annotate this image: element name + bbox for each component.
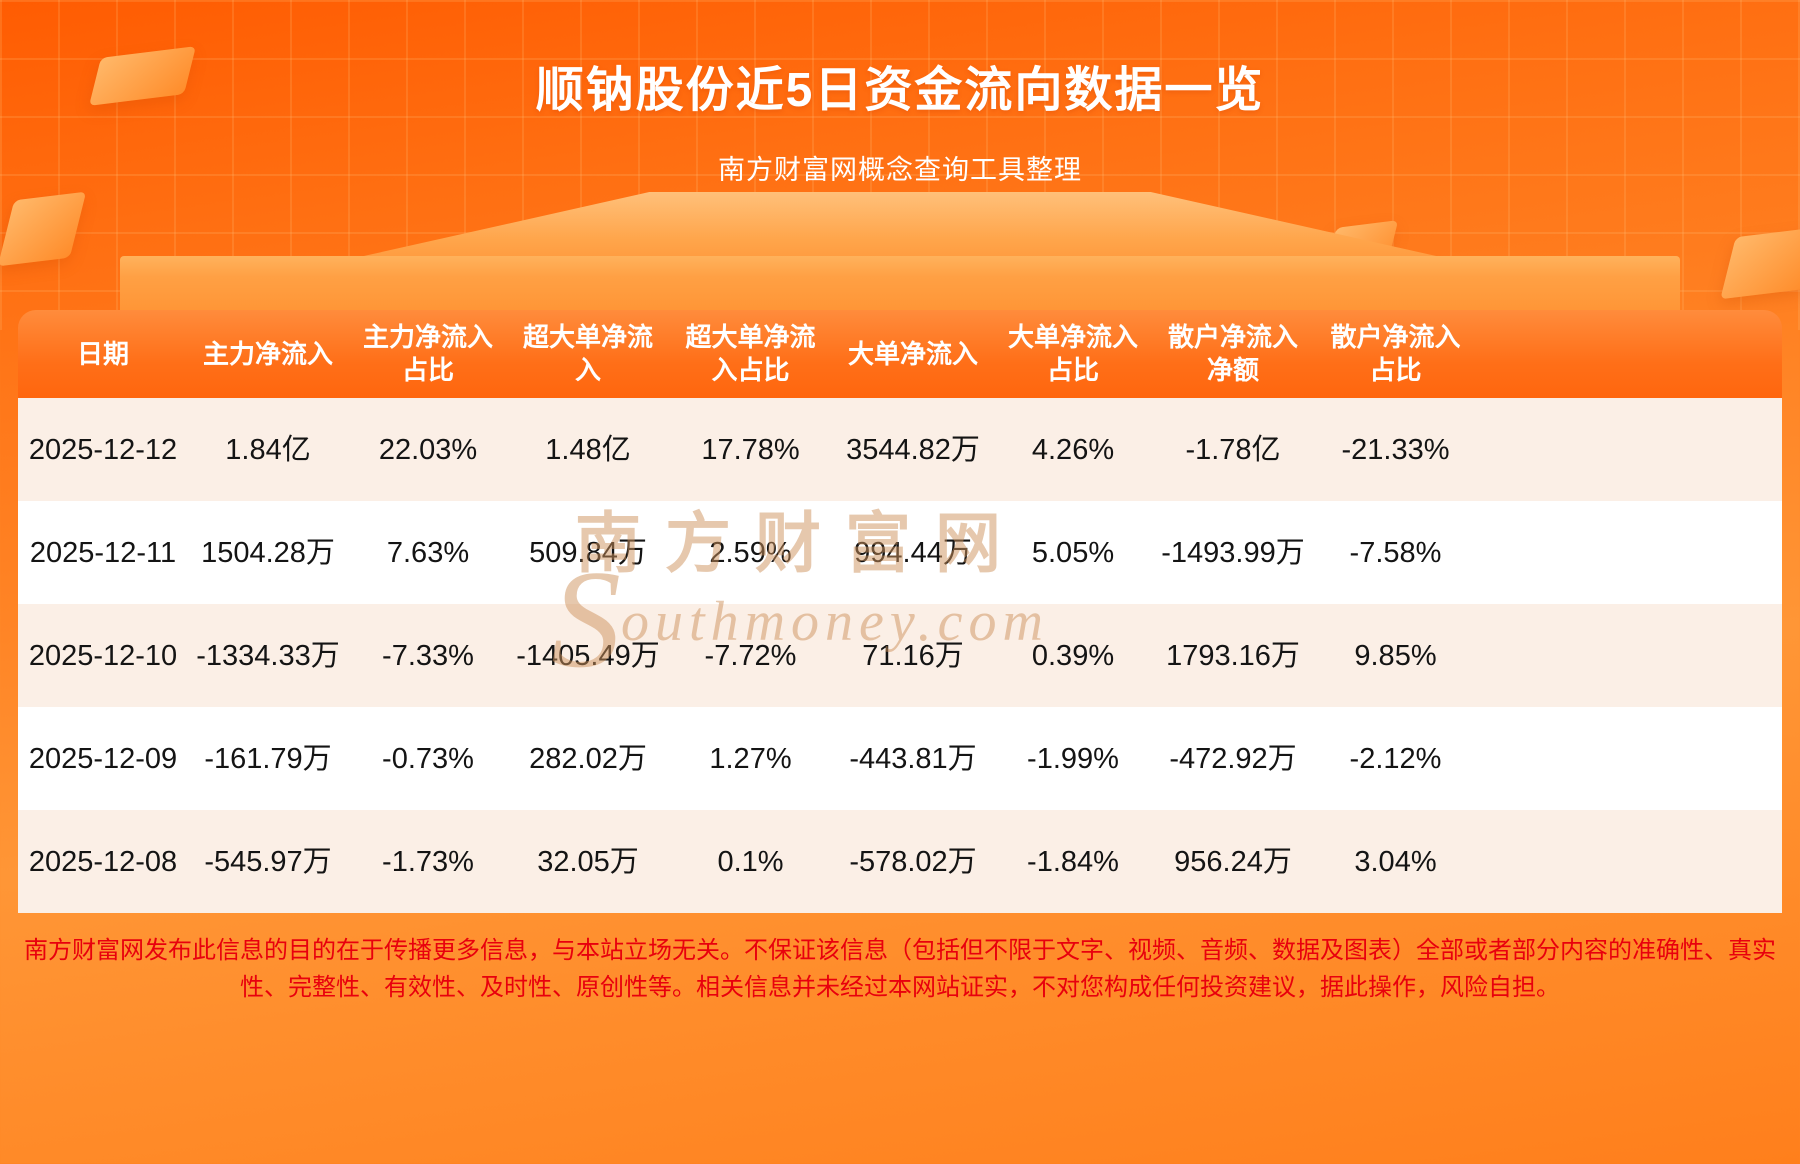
table-cell: -545.97万 xyxy=(204,845,332,878)
col-header-xl-order-inflow-pct: 超大单净流 入占比 xyxy=(685,322,816,385)
fund-flow-table: 日期 主力净流入 主力净流入 占比 超大单净流 入 超大单净流 入占比 大单净流… xyxy=(18,310,1782,913)
col-header-xl-order-inflow: 超大单净流 入 xyxy=(522,322,653,385)
table-cell: -1405.49万 xyxy=(516,639,660,672)
table-cell: -578.02万 xyxy=(849,845,977,878)
table-cell: 1.27% xyxy=(709,742,792,775)
table-cell: -0.73% xyxy=(382,742,474,775)
table-cell: 5.05% xyxy=(1031,536,1115,569)
table-cell: 956.24万 xyxy=(1174,845,1292,878)
table-cell: 7.63% xyxy=(386,536,470,569)
col-header-large-order-inflow: 大单净流入 xyxy=(847,338,978,369)
col-header-large-order-inflow-pct: 大单净流入 占比 xyxy=(1007,322,1138,385)
date-cell: 2025-12-12 xyxy=(28,433,178,466)
table-header-row: 日期 主力净流入 主力净流入 占比 超大单净流 入 超大单净流 入占比 大单净流… xyxy=(18,310,1782,398)
table-cell: -161.79万 xyxy=(204,742,332,775)
table-cell: 3544.82万 xyxy=(846,433,980,466)
table-cell: 3.04% xyxy=(1354,845,1437,878)
table-cell: 0.1% xyxy=(717,845,784,878)
table-cell: 17.78% xyxy=(701,433,800,466)
table-cell: 1.48亿 xyxy=(545,433,631,466)
table-cell: -1.99% xyxy=(1027,742,1119,775)
table-cell: -1.78亿 xyxy=(1185,433,1281,466)
table-row: 2025-12-09 -161.79万 -0.73% 282.02万 1.27%… xyxy=(18,707,1782,810)
table-cell: 22.03% xyxy=(378,433,478,466)
table-cell: -1334.33万 xyxy=(196,639,340,672)
table-cell: -21.33% xyxy=(1341,433,1450,466)
footer-disclaimer: 南方财富网发布此信息的目的在于传播更多信息，与本站立场无关。不保证该信息（包括但… xyxy=(24,937,1776,1001)
table-cell: -1.84% xyxy=(1027,845,1119,878)
table-cell: -7.33% xyxy=(382,639,474,672)
table-cell: 0.39% xyxy=(1031,639,1115,672)
date-cell: 2025-12-10 xyxy=(28,639,178,672)
col-header-main-inflow-pct: 主力净流入 占比 xyxy=(362,322,493,385)
table-cell: 2.59% xyxy=(709,536,792,569)
table-cell: 9.85% xyxy=(1354,639,1437,672)
table-cell: -1493.99万 xyxy=(1161,536,1305,569)
date-cell: 2025-12-09 xyxy=(28,742,178,775)
page-subtitle: 南方财富网概念查询工具整理 xyxy=(718,155,1082,185)
col-header-date: 日期 xyxy=(76,338,129,369)
table-cell: 32.05万 xyxy=(537,845,639,878)
table-cell: 4.26% xyxy=(1031,433,1115,466)
col-header-retail-inflow: 散户净流入 净额 xyxy=(1167,322,1298,385)
col-header-main-inflow: 主力净流入 xyxy=(202,338,333,369)
page-title: 顺钠股份近5日资金流向数据一览 xyxy=(535,64,1265,117)
table-cell: 509.84万 xyxy=(529,536,647,569)
table-cell: 1793.16万 xyxy=(1166,639,1300,672)
date-cell: 2025-12-11 xyxy=(29,536,177,569)
table-row: 2025-12-12 1.84亿 22.03% 1.48亿 17.78% 354… xyxy=(18,398,1782,501)
table-cell: -2.12% xyxy=(1349,742,1442,775)
table-cell: 1.84亿 xyxy=(225,433,311,466)
table-row: 2025-12-11 1504.28万 7.63% 509.84万 2.59% … xyxy=(18,501,1782,604)
table-cell: 1504.28万 xyxy=(201,536,335,569)
table-cell: -472.92万 xyxy=(1169,742,1297,775)
table-row: 2025-12-10 -1334.33万 -7.33% -1405.49万 -7… xyxy=(18,604,1782,707)
date-cell: 2025-12-08 xyxy=(28,845,178,878)
table-cell: -7.58% xyxy=(1349,536,1442,569)
table-cell: 994.44万 xyxy=(854,536,972,569)
table-cell: 282.02万 xyxy=(529,742,647,775)
table-cell: -443.81万 xyxy=(849,742,977,775)
table-cell: 71.16万 xyxy=(862,639,964,672)
table-row: 2025-12-08 -545.97万 -1.73% 32.05万 0.1% -… xyxy=(18,810,1782,913)
table-cell: -1.73% xyxy=(382,845,474,878)
col-header-retail-inflow-pct: 散户净流入 占比 xyxy=(1330,322,1461,385)
table-cell: -7.72% xyxy=(704,639,797,672)
decor-podium-base xyxy=(120,256,1680,316)
